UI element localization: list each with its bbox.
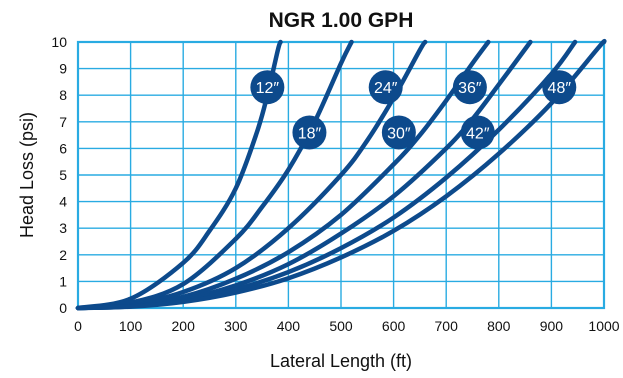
series-label-text: 36″ — [458, 80, 482, 97]
y-axis-label: Head Loss (psi) — [17, 112, 37, 238]
series-label-text: 48″ — [548, 80, 572, 97]
chart-title: NGR 1.00 GPH — [269, 9, 414, 32]
x-tick-label: 1000 — [588, 318, 619, 334]
plot-border — [76, 40, 606, 310]
x-tick-label: 500 — [329, 318, 353, 334]
series-label-badge — [542, 70, 577, 105]
series-line — [75, 39, 283, 311]
series-labels: 12″ 18″ 24″ 30″ 36″ 42″ 48″ — [250, 70, 577, 150]
y-tick-label: 6 — [59, 140, 67, 156]
series-label-text: 42″ — [466, 125, 490, 142]
x-axis-ticks: 0 100 200 300 400 500 600 700 800 900 1000 — [74, 318, 620, 334]
y-tick-label: 1 — [59, 273, 67, 289]
series-label-badge — [292, 115, 327, 150]
y-tick-label: 3 — [59, 220, 67, 236]
y-tick-label: 0 — [59, 300, 67, 316]
series-label-badge — [460, 115, 495, 150]
y-tick-label: 7 — [59, 114, 67, 130]
x-tick-label: 300 — [224, 318, 248, 334]
y-tick-label: 10 — [51, 34, 67, 50]
series-label-badge — [250, 70, 285, 105]
series-label-badge — [452, 70, 487, 105]
series-label-text: 18″ — [298, 125, 322, 142]
series-label-badge — [381, 115, 416, 150]
y-tick-label: 5 — [59, 167, 67, 183]
x-tick-label: 900 — [540, 318, 564, 334]
series-label-badge — [368, 70, 403, 105]
x-tick-label: 0 — [74, 318, 82, 334]
x-tick-label: 100 — [119, 318, 143, 334]
x-tick-label: 400 — [277, 318, 301, 334]
series-label-text: 12″ — [256, 80, 280, 97]
y-tick-label: 4 — [59, 194, 67, 210]
y-axis-ticks: 0 1 2 3 4 5 6 7 8 9 10 — [51, 34, 67, 316]
y-tick-label: 9 — [59, 61, 67, 77]
x-axis-label: Lateral Length (ft) — [270, 351, 412, 371]
y-tick-label: 8 — [59, 87, 67, 103]
x-tick-label: 600 — [382, 318, 406, 334]
x-tick-label: 200 — [172, 318, 196, 334]
series-label-text: 30″ — [387, 125, 411, 142]
y-tick-label: 2 — [59, 247, 67, 263]
series-line — [75, 39, 354, 311]
series-label-text: 24″ — [374, 80, 398, 97]
x-tick-label: 700 — [435, 318, 459, 334]
series-line — [75, 39, 428, 311]
x-tick-label: 800 — [487, 318, 511, 334]
